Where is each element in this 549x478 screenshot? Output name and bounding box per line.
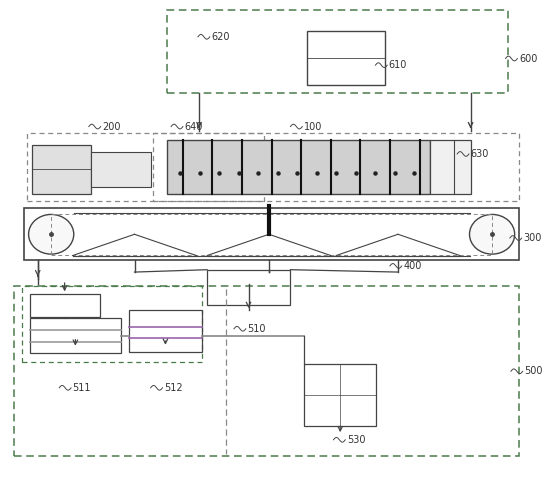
Bar: [30, 294, 99, 317]
Text: 530: 530: [347, 435, 366, 445]
Bar: [153, 133, 519, 201]
Text: 640: 640: [184, 121, 203, 131]
Bar: [21, 286, 201, 362]
Text: 620: 620: [211, 32, 230, 42]
Bar: [24, 208, 519, 260]
Bar: [167, 140, 430, 194]
Bar: [167, 10, 508, 93]
Text: 510: 510: [248, 324, 266, 334]
Bar: [430, 140, 470, 194]
Bar: [14, 286, 519, 456]
Bar: [207, 270, 290, 305]
Text: 600: 600: [519, 54, 537, 64]
Bar: [129, 310, 201, 352]
Text: 300: 300: [523, 233, 542, 243]
Bar: [92, 152, 150, 187]
Bar: [30, 318, 121, 353]
Text: 630: 630: [470, 149, 489, 159]
Text: 500: 500: [524, 366, 543, 376]
Bar: [27, 133, 264, 201]
Bar: [167, 140, 430, 194]
Circle shape: [469, 215, 514, 254]
Bar: [304, 364, 377, 425]
Text: 100: 100: [304, 121, 322, 131]
Bar: [306, 31, 384, 86]
Bar: [32, 144, 92, 194]
Text: 511: 511: [72, 383, 91, 393]
Bar: [51, 214, 492, 255]
Text: 512: 512: [164, 383, 183, 393]
Text: 400: 400: [404, 261, 422, 271]
Text: 610: 610: [389, 60, 407, 70]
Text: 200: 200: [102, 121, 121, 131]
Circle shape: [29, 215, 74, 254]
